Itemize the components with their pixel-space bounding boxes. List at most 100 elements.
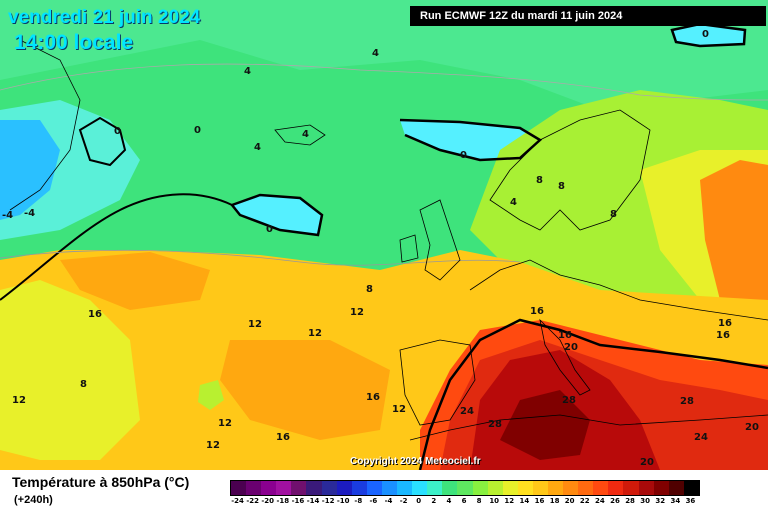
color-scale-tick: 2	[431, 497, 437, 505]
iso-label: 16	[716, 330, 730, 341]
iso-label: 24	[460, 406, 474, 417]
iso-label: 12	[12, 395, 26, 406]
color-scale-tick: -2	[399, 497, 408, 505]
contour-fill-0c-atlantic	[232, 195, 322, 235]
iso-label: 4	[372, 48, 379, 59]
iso-label: 12	[218, 418, 232, 429]
color-scale-cell	[427, 481, 443, 495]
color-scale-tick: -24	[231, 497, 244, 505]
iso-label: 28	[562, 395, 576, 406]
color-scale-cell	[291, 481, 307, 495]
iso-label: 12	[308, 328, 322, 339]
isotherm-thin-1	[0, 249, 521, 266]
color-scale-tick: 30	[640, 497, 651, 505]
color-scale-cell	[653, 481, 669, 495]
contour-fill-16c-atlantic	[60, 252, 210, 310]
color-scale-cell	[231, 481, 247, 495]
iso-label: 8	[536, 175, 543, 186]
color-scale-tick: -6	[369, 497, 378, 505]
iso-label: 20	[640, 457, 654, 468]
coastline-scandinavia	[489, 109, 651, 231]
color-scale-cell	[381, 481, 398, 495]
iso-label: 24	[694, 432, 708, 443]
contour-fill-16c-east	[700, 160, 768, 300]
iso-label: 8	[610, 209, 617, 220]
color-scale-tick: 22	[579, 497, 590, 505]
color-scale-cell	[457, 481, 473, 495]
color-scale-cell	[261, 481, 277, 495]
color-scale-tick: 14	[519, 497, 530, 505]
color-scale-cell	[276, 481, 292, 495]
iso-label: 4	[510, 197, 517, 208]
contour-fill-0c-arctic	[672, 24, 745, 46]
color-scale-cell	[351, 481, 367, 495]
iso-label: 16	[558, 330, 572, 341]
color-scale-tick: 4	[446, 497, 452, 505]
color-scale-tick: 10	[489, 497, 500, 505]
color-scale-cell	[578, 481, 594, 495]
color-scale-cell	[472, 481, 488, 495]
color-scale-cell	[623, 481, 639, 495]
color-scale-cell	[563, 481, 579, 495]
color-scale-cell	[608, 481, 624, 495]
color-scale-cell	[397, 481, 413, 495]
coastline-british-isles	[399, 199, 461, 281]
iso-label: 8	[80, 379, 87, 390]
model-run-banner: Run ECMWF 12Z du mardi 11 juin 2024	[410, 6, 766, 26]
legend-title: Température à 850hPa (°C)	[12, 474, 190, 490]
color-scale-tick: -12	[321, 497, 335, 505]
iso-label: 0	[266, 224, 273, 235]
color-scale-cell	[412, 481, 428, 495]
isotherm-thin-2	[0, 63, 768, 101]
color-scale-tick: 26	[610, 497, 620, 505]
iso-label: 16	[530, 306, 544, 317]
forecast-date: vendredi 21 juin 2024	[8, 7, 201, 28]
color-scale-cell	[487, 481, 503, 495]
iso-label: 0	[114, 126, 121, 137]
color-scale-tick: 8	[476, 497, 482, 505]
coastline-iceland	[274, 124, 326, 146]
color-scale-cell	[321, 481, 337, 495]
iso-label: 28	[680, 396, 694, 407]
legend-subtitle: (+240h)	[14, 494, 53, 506]
color-scale-cell	[502, 481, 518, 495]
iso-label: 0	[702, 29, 709, 40]
coastline-iberia	[399, 339, 476, 426]
color-scale-tick: 6	[461, 497, 467, 505]
color-scale-tick: 12	[504, 497, 515, 505]
color-scale-tick: -18	[276, 497, 290, 505]
color-scale-ticks: -24 -22 -20 -18 -16 -14 -12 -10 -8 -6 -4 -2 0 2 4 6 8 10 1…	[230, 497, 700, 509]
color-scale-tick: 16	[534, 497, 545, 505]
contour-fill-4c-north	[0, 0, 768, 110]
iso-label: 16	[718, 318, 732, 329]
color-scale-tick: -16	[291, 497, 305, 505]
contour-fill-32c-africa	[500, 390, 590, 460]
contour-fill-neg-greenland	[0, 120, 60, 220]
iso-label: 20	[564, 342, 578, 353]
color-scale-cell	[638, 481, 654, 495]
coastline-europe	[469, 259, 768, 321]
iso-label: 12	[206, 440, 220, 451]
color-scale-cell	[336, 481, 352, 495]
contour-fill-16c-iberia-sea	[220, 340, 390, 440]
iso-label: 20	[745, 422, 759, 433]
iso-label: 12	[392, 404, 406, 415]
color-scale-tick: 28	[625, 497, 635, 505]
color-scale-tick: 36	[685, 497, 696, 505]
forecast-time: 14:00 locale	[14, 31, 134, 54]
iso-label: -4	[2, 210, 13, 221]
color-scale-tick: -14	[306, 497, 320, 505]
iso-label: 12	[248, 319, 262, 330]
color-scale-tick: 20	[564, 497, 575, 505]
color-scale-cell	[547, 481, 564, 495]
color-scale-tick: 18	[549, 497, 560, 505]
color-scale-tick: -10	[336, 497, 350, 505]
color-scale-cell	[683, 481, 699, 495]
color-scale-tick: 0	[416, 497, 422, 505]
isotherm-0c-line	[0, 193, 233, 301]
color-scale-cell	[532, 481, 548, 495]
color-scale-tick: 24	[594, 497, 605, 505]
iso-label: -4	[24, 208, 35, 219]
iso-label: 8	[366, 284, 373, 295]
iso-label: 12	[350, 307, 364, 318]
